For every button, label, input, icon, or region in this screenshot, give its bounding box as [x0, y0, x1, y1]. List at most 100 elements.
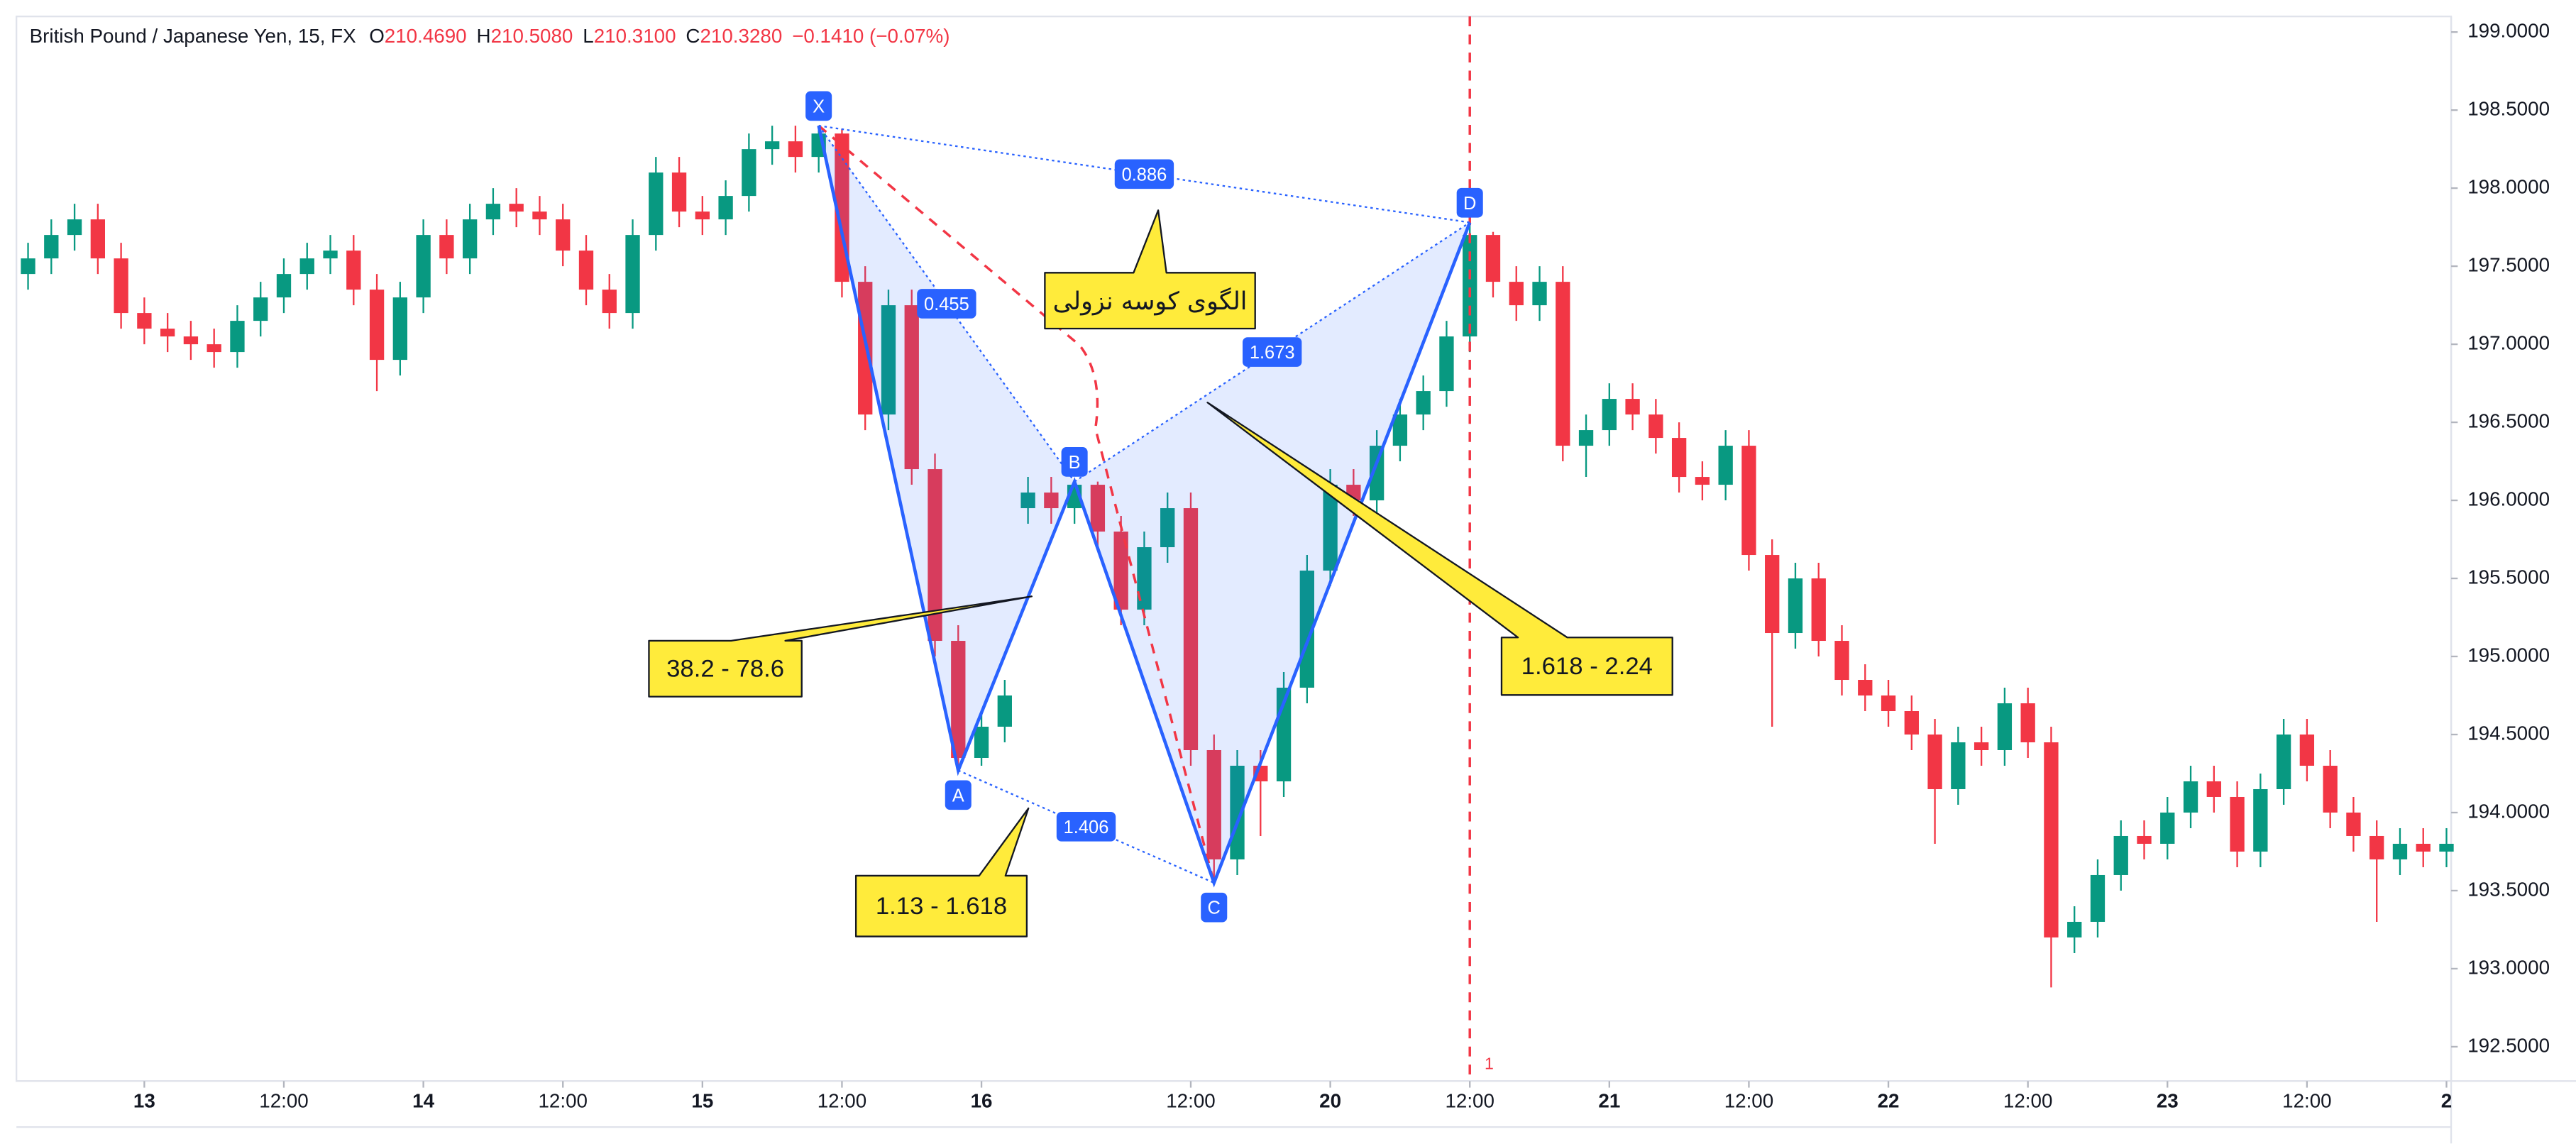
candle-body [1718, 446, 1733, 485]
candle-body [253, 297, 268, 321]
x-tick-label: 12:00 [1166, 1090, 1215, 1112]
callout-text: 1.618 - 2.24 [1521, 653, 1653, 680]
candle-body [160, 329, 175, 337]
x-tick-label: 22 [1878, 1090, 1900, 1112]
ohlc-value: 210.4690 [385, 26, 467, 48]
candle-body [1044, 493, 1059, 509]
point-badge [805, 91, 832, 121]
candle-body [2276, 734, 2291, 789]
candle-body [1160, 508, 1175, 548]
x-tick-label: 23 [2157, 1090, 2179, 1112]
ratio-badge [1114, 159, 1174, 189]
ohlc-label: C [686, 26, 700, 48]
candle-body [1927, 734, 1942, 789]
candle-body [1463, 235, 1477, 337]
candle-body [671, 172, 687, 212]
candle-body [2369, 835, 2384, 859]
candle-body [764, 141, 780, 150]
ohlc-value: 210.3280 [700, 26, 782, 48]
candle-body [695, 211, 710, 220]
x-tick-label: 2 [2441, 1090, 2452, 1112]
candle-body [1997, 703, 2013, 750]
y-tick-label: 197.5000 [2467, 253, 2550, 275]
x-tick-label: 12:00 [2282, 1090, 2331, 1112]
point-label: A [952, 786, 964, 805]
axes: 192.5000 193.0000 193.5000 194.0000 194.5000… [133, 20, 2550, 1112]
ratio-label: 1.406 [1064, 818, 1109, 837]
candle-body [742, 149, 756, 197]
x-tick-label: 12:00 [818, 1090, 866, 1112]
candle-body [928, 469, 942, 642]
callout [648, 595, 1033, 698]
candle-body [2044, 742, 2059, 937]
ohlc-value: 210.5080 [491, 26, 573, 48]
candle-body [1206, 749, 1221, 859]
candle-body [1299, 571, 1314, 688]
candle-body [2090, 874, 2106, 922]
candle-body [2299, 734, 2315, 766]
x-tick-label: 12:00 [538, 1090, 587, 1112]
candle-body [1811, 578, 1826, 642]
x-tick-label: 21 [1598, 1090, 1620, 1112]
candle-body [997, 695, 1012, 727]
candle-body [299, 258, 314, 275]
callout-text: 1.13 - 1.618 [876, 893, 1007, 920]
candle-body [1602, 399, 1617, 431]
point-badge [1201, 892, 1228, 923]
candle-body [346, 251, 361, 290]
candle-body [578, 251, 594, 290]
candle-body [1485, 235, 1501, 282]
candle-body [1741, 446, 1756, 556]
candle-body [1439, 336, 1454, 392]
candle-body [207, 344, 221, 353]
candle-body [1904, 711, 1919, 735]
candle-body [416, 235, 431, 298]
pattern-fill [1074, 222, 1470, 883]
candle-body [1648, 414, 1663, 439]
candle-body [323, 251, 338, 259]
candle-body [439, 235, 454, 259]
candle-body [392, 297, 407, 361]
x-tick-label: 15 [691, 1090, 713, 1112]
candle-body [1532, 282, 1547, 306]
candle-body [2392, 843, 2408, 859]
candle-body [1416, 391, 1431, 415]
y-tick-label: 192.5000 [2467, 1034, 2550, 1056]
ohlc-label: L [583, 26, 593, 48]
y-tick-label: 196.0000 [2467, 488, 2550, 510]
candle-body [230, 321, 245, 353]
ratio-label: 0.455 [924, 295, 969, 314]
candles [21, 126, 2454, 988]
candle-body [1881, 695, 1896, 712]
y-tick-label: 198.0000 [2467, 175, 2550, 197]
candle-body [788, 141, 803, 158]
ratio-badge [1243, 337, 1302, 367]
candle-body [1137, 547, 1152, 610]
candle-body [974, 727, 989, 758]
point-badge [1061, 447, 1088, 477]
candle-body [44, 235, 59, 259]
ohlc-label: H [477, 26, 491, 48]
y-tick-label: 194.0000 [2467, 800, 2550, 822]
pattern-fill [818, 126, 1075, 771]
candle-body [137, 313, 152, 329]
candle-body [2439, 843, 2454, 852]
candle-body [1113, 532, 1128, 610]
candle-body [1323, 485, 1338, 571]
candle-body [1951, 742, 1966, 789]
ohlc-value: 210.3100 [594, 26, 676, 48]
candle-body [951, 641, 966, 758]
overlay: 1 0.455 0.886 1.673 1.406 X A B C D 38.2 - 78.6 1.6… [648, 16, 1673, 1082]
candle-body [1090, 485, 1106, 532]
candle-body [2323, 765, 2338, 813]
x-tick-label: 12:00 [2003, 1090, 2052, 1112]
projection-line [818, 124, 1216, 884]
candle-body [1858, 680, 1873, 696]
x-tick-label: 12:00 [259, 1090, 308, 1112]
y-tick-label: 196.5000 [2467, 409, 2550, 431]
candle-body [509, 204, 524, 212]
candle-body [1625, 399, 1640, 415]
candle-body [1369, 446, 1385, 501]
candle-body [67, 219, 82, 236]
